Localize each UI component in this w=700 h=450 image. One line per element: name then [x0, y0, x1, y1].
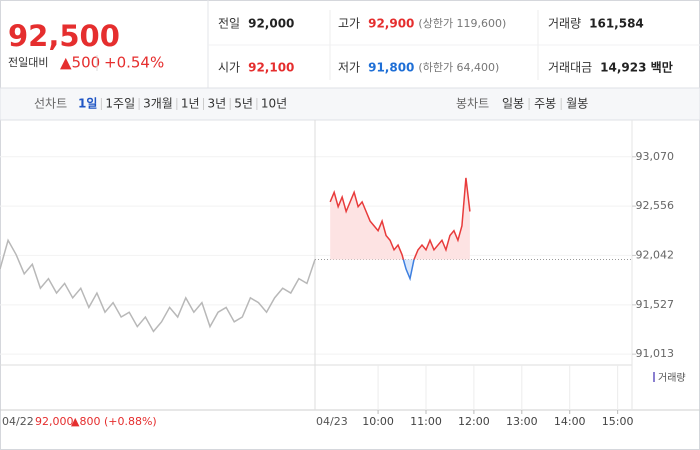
tab-label: 봉차트 — [456, 97, 489, 111]
y-tick-label: 92,556 — [636, 199, 675, 212]
tab[interactable]: 1년 — [181, 97, 200, 111]
volume-legend: 거래량 — [658, 372, 686, 384]
tab[interactable]: 주봉 — [534, 97, 556, 111]
x-tick-label: 12:00 — [458, 415, 490, 428]
tab[interactable]: 월봉 — [566, 97, 588, 111]
today-date: 04/23 — [316, 415, 348, 428]
stat-extra: (하한가 64,400) — [418, 60, 499, 74]
tab-bar — [0, 87, 700, 121]
tab[interactable]: 1주일 — [105, 97, 135, 111]
prev-change: ▲800 (+0.88%) — [71, 415, 157, 428]
change-label: 전일대비 — [8, 55, 48, 69]
stat-value: 14,923 백만 — [600, 60, 673, 75]
x-tick-label: 10:00 — [362, 415, 394, 428]
stat-label: 고가 — [338, 17, 360, 31]
stat-value: 91,800 — [368, 61, 414, 75]
tab[interactable]: 3년 — [208, 97, 227, 111]
x-tick-label: 11:00 — [410, 415, 442, 428]
volume-legend-swatch — [653, 372, 655, 382]
tab[interactable]: 10년 — [261, 97, 287, 111]
x-tick-label: 14:00 — [554, 415, 586, 428]
y-tick-label: 91,013 — [636, 347, 675, 360]
stat-extra: (상한가 119,600) — [418, 17, 506, 30]
change-pct: +0.54% — [104, 54, 164, 72]
stat-value: 92,000 — [248, 17, 294, 31]
stat-label: 거래대금 — [548, 61, 592, 75]
x-tick-label: 13:00 — [506, 415, 538, 428]
prev-date: 04/22 — [2, 415, 34, 428]
tab[interactable]: 1일 — [78, 97, 97, 111]
prev-line — [0, 238, 316, 333]
y-tick-label: 92,042 — [636, 248, 675, 261]
y-tick-label: 91,527 — [636, 298, 675, 311]
change: ▲500 — [60, 54, 100, 72]
tab-label: 선차트 — [34, 97, 67, 111]
tab[interactable]: 3개월 — [143, 97, 173, 111]
tab[interactable]: 5년 — [234, 97, 253, 111]
area-up — [330, 177, 470, 260]
stat-value: 92,100 — [248, 61, 294, 75]
y-tick-label: 93,070 — [636, 150, 675, 163]
prev-close: 92,000 — [35, 415, 74, 428]
stat-label: 시가 — [218, 61, 240, 75]
stat-value: 161,584 — [589, 17, 644, 31]
stat-label: 전일 — [218, 17, 240, 31]
today-line — [329, 177, 471, 260]
stat-value: 92,900 — [368, 17, 414, 31]
x-tick-label: 15:00 — [602, 415, 634, 428]
current-price: 92,500 — [8, 19, 120, 53]
tab[interactable]: 일봉 — [502, 97, 524, 111]
stat-label: 저가 — [338, 61, 360, 75]
stat-label: 거래량 — [548, 17, 581, 31]
